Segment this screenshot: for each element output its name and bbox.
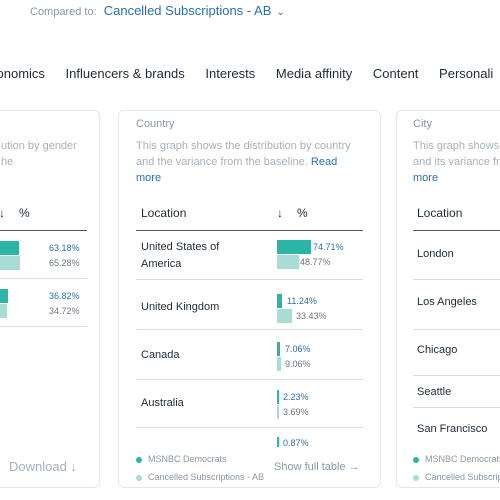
value-series-a: 74.71% — [313, 242, 344, 252]
bar-series-a — [277, 390, 279, 404]
legend-item-msnbc-democrats: MSNBC Democrats — [136, 454, 227, 464]
city-card: City This graph shows and its variance f… — [396, 110, 500, 488]
tab-interests[interactable]: Interests — [205, 66, 256, 81]
read-more-link[interactable]: Read — [310, 156, 338, 168]
value-series-b: 48.77% — [300, 257, 331, 267]
country-label: United Kingdom — [141, 301, 220, 313]
sort-arrow-icon[interactable]: ↓ — [277, 206, 283, 220]
legend-item-cancelled-subscriptions: Cancelled Subscriptions — [413, 472, 500, 482]
compared-to-dropdown[interactable]: Cancelled Subscriptions - AB — [103, 3, 272, 18]
city-label: Los Angeles — [417, 296, 477, 308]
city-label: Chicago — [417, 344, 458, 356]
row-divider — [136, 279, 363, 280]
card-title-city: City — [413, 118, 432, 130]
tab-media-affinity[interactable]: Media affinity — [275, 66, 353, 81]
download-arrow-icon: ↓ — [70, 459, 77, 474]
value-series-a: 36.82% — [49, 291, 80, 301]
tab-content[interactable]: Content — [372, 66, 419, 81]
bar-series-b — [0, 256, 21, 270]
value-series-b: 33.43% — [296, 311, 327, 321]
legend-item-msnbc-democrats: MSNBC Democrats — [413, 454, 500, 464]
compared-to: Compared to: Cancelled Subscriptions - A… — [30, 3, 285, 18]
row-divider — [413, 407, 500, 408]
bar-series-b — [277, 309, 293, 323]
show-full-table-link[interactable]: Show full table → — [274, 461, 360, 473]
row-divider — [136, 329, 363, 330]
legend-dot-icon — [136, 456, 142, 463]
tab-personality[interactable]: Personali — [439, 66, 494, 81]
header-divider — [136, 230, 363, 231]
value-series-a: 63.18% — [49, 243, 80, 253]
tab-influencers-brands[interactable]: Influencers & brands — [65, 66, 185, 81]
column-header-location[interactable]: Location — [417, 206, 463, 220]
bar-series-b — [0, 304, 7, 318]
download-button[interactable]: Download ↓ — [9, 459, 77, 474]
row-divider — [136, 427, 363, 428]
arrow-right-icon: → — [348, 461, 360, 473]
header-divider — [413, 230, 500, 231]
row-divider — [0, 278, 87, 279]
tab-demographics[interactable]: conomics — [0, 66, 45, 81]
column-header-location[interactable]: Location — [141, 206, 187, 220]
legend-dot-icon — [413, 456, 419, 463]
city-label: San Francisco — [417, 423, 488, 435]
country-card: Country This graph shows the distributio… — [118, 110, 381, 488]
country-label: United States of America — [141, 241, 220, 270]
city-description: This graph shows and its variance fr mor… — [413, 140, 500, 184]
bar-series-b — [277, 255, 299, 269]
bar-series-a — [277, 294, 283, 308]
compared-to-label: Compared to: — [30, 6, 97, 18]
legend-item-cancelled-subscriptions: Cancelled Subscriptions - AB — [136, 472, 264, 482]
country-description: This graph shows the distribution by cou… — [136, 140, 351, 184]
value-series-a: 7.06% — [285, 344, 311, 354]
gender-card: ution by gender he ↓ % 63.18% 65.28% 36.… — [0, 110, 100, 488]
country-label: Canada — [141, 349, 180, 361]
value-series-a: 11.24% — [287, 296, 317, 306]
bar-series-b — [277, 405, 279, 419]
legend-dot-icon — [413, 474, 419, 481]
value-series-b: 3.69% — [283, 407, 309, 417]
legend-dot-icon — [136, 474, 142, 481]
value-series-b: 34.72% — [49, 306, 80, 316]
value-series-a: 2.23% — [283, 392, 309, 402]
row-divider — [413, 375, 500, 376]
row-divider — [413, 329, 500, 330]
bar-series-a — [277, 437, 279, 447]
read-more-link[interactable]: more — [413, 172, 439, 184]
row-divider — [413, 279, 500, 280]
column-header-percent: % — [19, 206, 30, 220]
city-label: Seattle — [417, 386, 452, 398]
country-label: Australia — [141, 397, 184, 409]
chevron-down-icon[interactable]: ⌄ — [276, 7, 285, 18]
column-header-percent[interactable]: % — [297, 206, 308, 220]
value-series-b: 65.28% — [49, 258, 80, 268]
header-divider — [0, 230, 87, 231]
bar-series-a — [277, 240, 311, 254]
bar-series-a — [277, 342, 281, 356]
value-series-a: 0.87% — [283, 438, 309, 448]
bar-series-b — [277, 357, 282, 371]
bar-series-a — [0, 241, 20, 255]
value-series-b: 9.06% — [285, 359, 311, 369]
bar-series-a — [0, 289, 8, 303]
gender-description: ution by gender he — [1, 140, 77, 168]
sort-arrow-icon[interactable]: ↓ — [0, 206, 5, 220]
row-divider — [136, 379, 363, 380]
category-tabs: conomics Influencers & brands Interests … — [0, 66, 500, 81]
read-more-link-cont[interactable]: more — [136, 172, 162, 184]
city-label: London — [417, 248, 454, 260]
card-title-country: Country — [136, 118, 175, 130]
row-divider — [0, 326, 87, 327]
